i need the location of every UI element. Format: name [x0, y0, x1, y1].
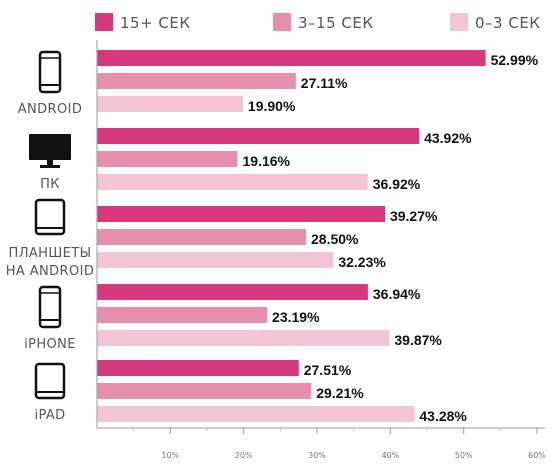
bar: [97, 252, 334, 268]
value-label: 27.11%: [301, 75, 348, 91]
value-label: 52.99%: [491, 52, 539, 68]
tablet-icon: [34, 362, 66, 400]
legend-label: 15+ СЕК: [120, 14, 191, 32]
bar: [97, 229, 306, 245]
value-label: 29.21%: [316, 385, 364, 401]
value-label: 36.92%: [373, 176, 421, 192]
value-label: 39.87%: [394, 332, 442, 348]
value-label: 39.27%: [390, 208, 438, 224]
value-label: 27.51%: [304, 362, 352, 378]
value-label: 28.50%: [311, 231, 359, 247]
value-label: 23.19%: [272, 309, 320, 325]
bar: [97, 383, 312, 399]
value-label: 19.90%: [248, 98, 296, 114]
x-tick-label: 30%: [308, 451, 326, 460]
legend-label: 3–15 СЕК: [298, 14, 374, 32]
bar: [97, 73, 296, 89]
bar: [97, 128, 420, 144]
category-label: ПК: [40, 177, 60, 192]
bar: [97, 206, 385, 222]
category-label: iPAD: [34, 408, 65, 423]
bar: [97, 406, 415, 422]
x-tick-label: 40%: [381, 451, 399, 460]
bar: [97, 174, 368, 190]
legend-swatch: [273, 13, 291, 31]
bar: [97, 330, 390, 346]
legend-swatch: [450, 13, 468, 31]
x-tick-label: 60%: [528, 451, 546, 460]
x-tick-label: 10%: [161, 451, 179, 460]
category-label: iPHONE: [24, 337, 76, 352]
smartphone-icon: [38, 50, 62, 94]
x-tick-label: 20%: [235, 451, 253, 460]
value-label: 43.28%: [419, 408, 467, 424]
bar: [97, 96, 243, 112]
value-label: 32.23%: [338, 254, 386, 270]
bar: [97, 307, 268, 323]
x-tick-label: 50%: [455, 451, 473, 460]
category-label: НА ANDROID: [6, 264, 95, 279]
value-label: 43.92%: [424, 130, 472, 146]
bar: [97, 284, 368, 300]
value-label: 36.94%: [373, 286, 421, 302]
bar: [97, 50, 486, 66]
category-label: ПЛАНШЕТЫ: [9, 246, 92, 261]
smartphone-icon: [38, 285, 62, 329]
category-label: ANDROID: [18, 102, 83, 117]
bar: [97, 151, 238, 167]
tablet-icon: [34, 198, 66, 236]
bar: [97, 360, 299, 376]
monitor-icon: [29, 134, 71, 168]
legend-swatch: [95, 13, 113, 31]
legend-label: 0–3 СЕК: [475, 14, 540, 32]
value-label: 19.16%: [243, 153, 291, 169]
